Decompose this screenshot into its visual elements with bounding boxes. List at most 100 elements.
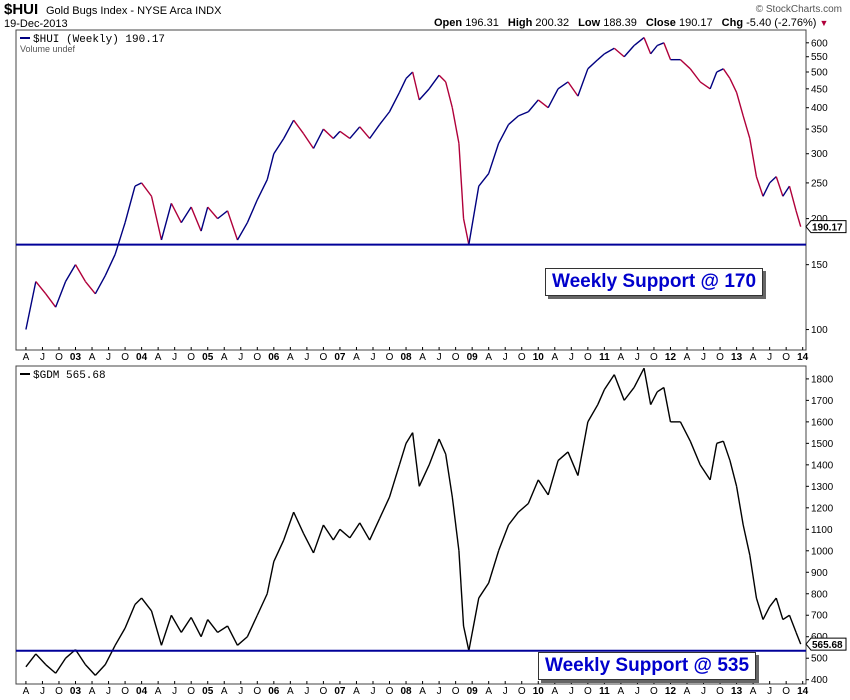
- series-segment: [537, 99, 549, 109]
- gdm-series: [25, 367, 802, 676]
- x-tick-label: A: [23, 352, 30, 363]
- y-tick-label: 450: [811, 84, 828, 95]
- series-segment: [478, 173, 490, 187]
- series-segment: [378, 496, 391, 519]
- series-segment: [256, 179, 268, 201]
- y-tick-label: 900: [811, 568, 828, 579]
- series-segment: [458, 143, 465, 219]
- series-segment: [84, 281, 96, 295]
- x-tick-label: J: [701, 352, 706, 363]
- series-segment: [369, 124, 381, 139]
- hui-support-annotation: Weekly Support @ 170: [545, 268, 764, 296]
- series-segment: [663, 387, 672, 422]
- x-tick-label: A: [89, 352, 96, 363]
- x-tick-label: O: [253, 352, 261, 363]
- y-tick-label: 250: [811, 178, 828, 189]
- x-tick-label: J: [767, 352, 772, 363]
- series-segment: [795, 632, 802, 645]
- x-tick-label: A: [551, 352, 558, 363]
- hui-panel: $HUI (Weekly) 190.17 Volume undef 600 550…: [15, 29, 847, 363]
- x-tick-label: O: [716, 352, 724, 363]
- series-segment: [266, 153, 275, 180]
- series-segment: [104, 254, 116, 276]
- hui-x-axis: A J O 03 A J O 04 A J O 05 A J O 06 A J O 07 A J O 08 A J O 09 A J O 10…: [23, 347, 809, 363]
- x-tick-label: 14: [797, 352, 809, 363]
- series-segment: [749, 138, 758, 177]
- chg-value: -5.40 (-2.76%): [746, 17, 817, 29]
- x-tick-label: A: [419, 352, 426, 363]
- x-tick-label: O: [650, 352, 658, 363]
- series-segment: [577, 68, 589, 97]
- x-tick-label: A: [221, 686, 228, 697]
- y-tick-label: 500: [811, 654, 828, 665]
- series-segment: [709, 443, 718, 481]
- series-segment: [735, 92, 744, 117]
- x-tick-label: J: [503, 352, 508, 363]
- x-tick-label: O: [253, 686, 261, 697]
- series-segment: [45, 664, 57, 674]
- series-segment: [537, 479, 549, 496]
- gdm-y-axis: 1800 1700 1600 1500 1400 1300 1200 1100 1000 900 8…: [805, 374, 847, 686]
- series-segment: [339, 130, 351, 140]
- x-tick-label: J: [370, 352, 375, 363]
- x-tick-label: 03: [70, 686, 82, 697]
- series-segment: [517, 502, 529, 513]
- low-value: 188.39: [603, 17, 637, 29]
- series-segment: [25, 281, 37, 330]
- y-tick-label: 100: [811, 325, 828, 336]
- x-tick-label: 06: [268, 352, 280, 363]
- series-segment: [527, 479, 539, 504]
- x-tick-label: A: [353, 352, 360, 363]
- series-segment: [160, 203, 173, 241]
- series-segment: [339, 528, 351, 539]
- series-segment: [114, 222, 126, 255]
- y-tick-label: 200: [811, 214, 828, 225]
- x-tick-label: 11: [599, 686, 610, 697]
- series-segment: [418, 88, 430, 101]
- x-tick-label: 13: [731, 352, 743, 363]
- x-tick-label: A: [23, 686, 30, 697]
- x-tick-label: O: [386, 686, 394, 697]
- series-segment: [411, 71, 420, 101]
- series-segment: [134, 182, 142, 187]
- series-segment: [428, 438, 440, 466]
- series-segment: [55, 281, 67, 308]
- series-segment: [643, 368, 652, 405]
- series-segment: [729, 78, 738, 93]
- series-segment: [567, 451, 579, 476]
- y-tick-label: 1600: [811, 417, 834, 428]
- series-segment: [438, 438, 447, 455]
- x-tick-label: J: [106, 686, 111, 697]
- x-tick-label: O: [584, 686, 592, 697]
- x-tick-label: A: [155, 686, 162, 697]
- series-segment: [507, 511, 519, 526]
- series-segment: [445, 453, 454, 498]
- series-segment: [398, 443, 407, 466]
- series-segment: [587, 404, 599, 423]
- x-tick-label: J: [40, 352, 45, 363]
- x-tick-label: O: [55, 352, 63, 363]
- y-tick-label: 1100: [811, 525, 833, 536]
- series-segment: [266, 561, 275, 594]
- x-tick-label: 10: [533, 352, 545, 363]
- series-segment: [134, 597, 143, 606]
- series-segment: [388, 464, 401, 498]
- x-tick-label: J: [437, 686, 442, 697]
- stockcharts-credit: © StockCharts.com: [755, 4, 842, 15]
- x-tick-label: J: [635, 686, 640, 697]
- series-segment: [207, 206, 219, 220]
- gdm-support-annotation: Weekly Support @ 535: [538, 652, 757, 680]
- gdm-legend-text: $GDM 565.68: [33, 370, 106, 382]
- last-value-label: 565.68: [812, 640, 843, 651]
- series-segment: [332, 528, 341, 541]
- series-segment: [74, 649, 86, 666]
- series-segment: [775, 597, 784, 620]
- x-tick-label: O: [452, 686, 460, 697]
- y-tick-label: 1000: [811, 546, 834, 557]
- y-tick-label: 1200: [811, 503, 834, 514]
- series-segment: [322, 524, 334, 541]
- y-tick-label: 550: [811, 52, 828, 63]
- x-tick-label: J: [569, 686, 574, 697]
- series-segment: [84, 664, 96, 676]
- x-tick-label: J: [370, 686, 375, 697]
